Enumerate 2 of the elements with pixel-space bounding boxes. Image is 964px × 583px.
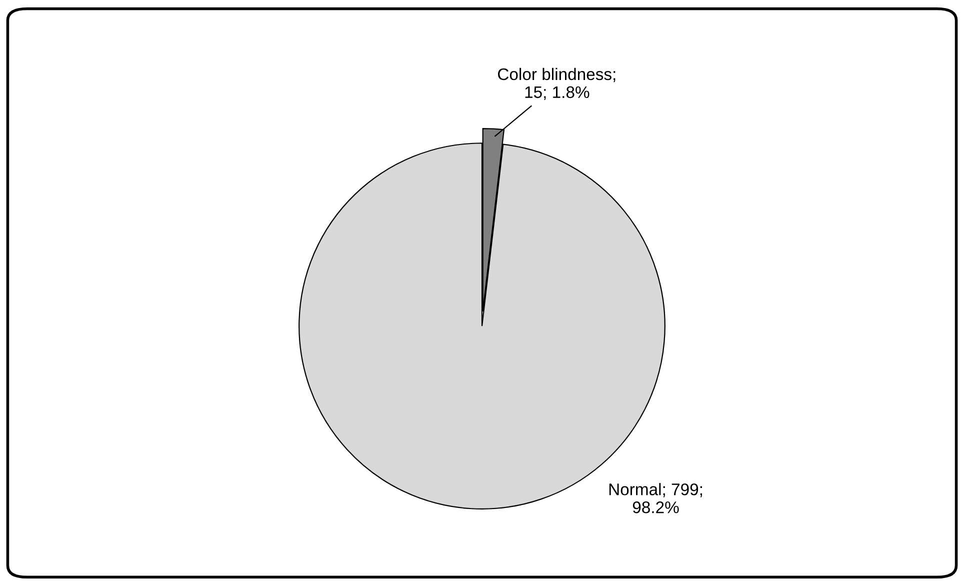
slice-label: Color blindness; 15; 1.8%: [498, 68, 616, 100]
slice-label: Normal; 799; 98.2%: [609, 483, 702, 514]
